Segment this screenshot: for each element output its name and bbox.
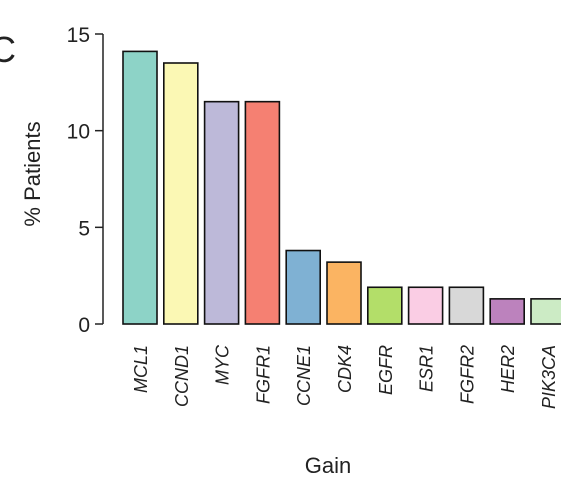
x-tick-label: FGFR1 bbox=[253, 345, 273, 404]
x-tick-labels: MCL1 CCND1 MYC FGFR1 CCNE1 CDK4 EGFR ESR1 FGFR2 H… bbox=[131, 344, 559, 409]
x-tick-label: CCNE1 bbox=[294, 345, 314, 406]
x-tick-label: MCL1 bbox=[131, 345, 151, 393]
bar-ccne1 bbox=[285, 249, 322, 325]
x-axis-title: Gain bbox=[305, 453, 351, 478]
x-tick-label: CDK4 bbox=[335, 345, 355, 393]
x-tick-label: MYC bbox=[213, 344, 233, 385]
bar-her2 bbox=[489, 298, 526, 325]
y-axis: 0 5 10 15 bbox=[67, 24, 104, 337]
bar-esr1 bbox=[407, 286, 444, 325]
y-axis-title: % Patients bbox=[20, 121, 45, 226]
bar-ccnd1 bbox=[163, 62, 199, 325]
bar-mcl1 bbox=[122, 50, 158, 325]
bar-myc bbox=[203, 100, 240, 325]
y-tick-label: 10 bbox=[67, 121, 90, 144]
x-tick-label: EGFR bbox=[376, 345, 396, 395]
y-tick-label: 5 bbox=[78, 217, 90, 240]
x-tick-label: ESR1 bbox=[417, 345, 437, 392]
bar-egfr bbox=[366, 286, 403, 325]
y-tick-label: 15 bbox=[67, 24, 90, 47]
x-tick-label: FGFR2 bbox=[457, 345, 477, 404]
x-tick-label: CCND1 bbox=[172, 345, 192, 407]
bars-group bbox=[122, 50, 561, 325]
y-tick-label: 0 bbox=[78, 314, 90, 337]
bar-cdk4 bbox=[326, 261, 362, 325]
x-tick-label: PIK3CA bbox=[539, 345, 559, 409]
x-tick-label: HER2 bbox=[498, 345, 518, 393]
bar-pik3ca bbox=[530, 298, 561, 325]
bar-fgfr1 bbox=[244, 100, 281, 325]
panel-label: C bbox=[0, 29, 16, 70]
bar-fgfr2 bbox=[448, 286, 485, 325]
